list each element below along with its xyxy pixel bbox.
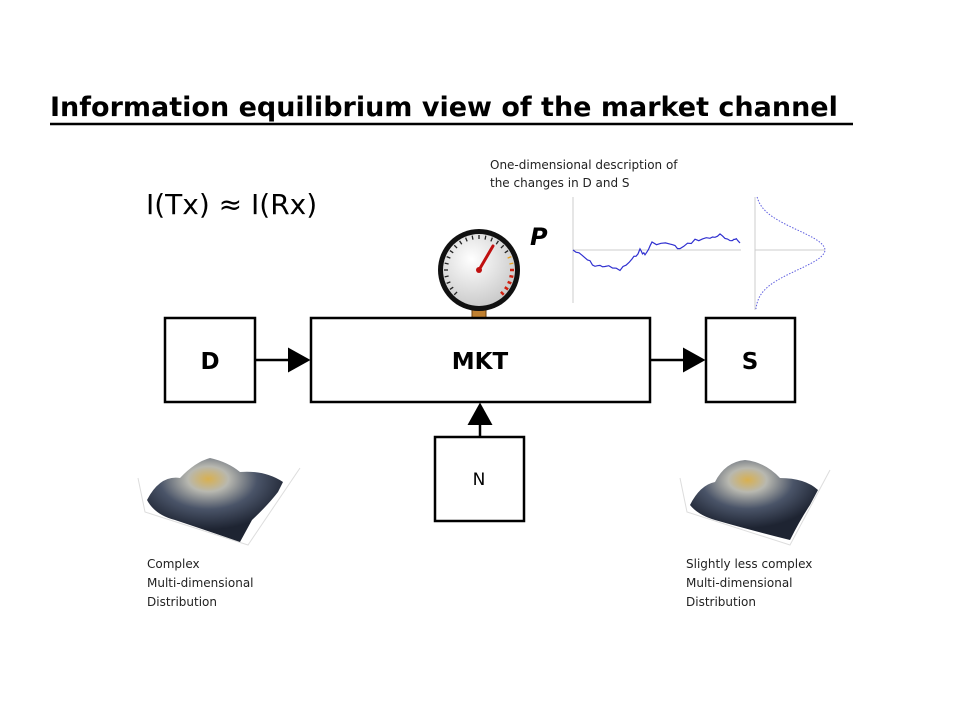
- gauge-tick: [509, 262, 514, 265]
- gauge-tick: [449, 286, 454, 290]
- price-series-line: [572, 233, 741, 272]
- one-dim-caption-line1: One-dimensional description of: [490, 158, 678, 172]
- price-distribution-plot: [754, 196, 826, 310]
- gauge-tick: [490, 237, 493, 242]
- gauge-tick: [446, 281, 451, 284]
- price-series-plot: [572, 197, 741, 303]
- gauge-tick: [495, 240, 499, 245]
- gauge-tick: [509, 274, 514, 279]
- slide-title: Information equilibrium view of the mark…: [50, 92, 838, 123]
- gauge-tick: [500, 244, 505, 249]
- demand-box: D: [163, 316, 257, 404]
- noise-label: N: [473, 470, 486, 490]
- pressure-gauge-icon: [438, 229, 520, 320]
- gauge-tick: [471, 235, 474, 240]
- equation: I(Tx) ≈ I(Rx): [146, 188, 317, 221]
- gauge-tick: [504, 250, 509, 254]
- gauge-tick: [444, 262, 449, 265]
- gauge-tick: [453, 291, 458, 296]
- gauge-tick: [459, 240, 463, 245]
- gauge-tick: [465, 237, 468, 242]
- gauge-tick: [453, 244, 458, 249]
- gauge-tick: [507, 256, 512, 259]
- left-caption-line2: Multi-dimensional: [147, 576, 254, 590]
- left-caption-line1: Complex: [147, 557, 200, 571]
- right-caption-line1: Slightly less complex: [686, 557, 812, 571]
- market-label: MKT: [452, 349, 509, 375]
- distribution-curve: [755, 196, 826, 310]
- complex-surface-image: [137, 458, 301, 546]
- less-complex-surface-image: [679, 460, 831, 546]
- right-caption-line3: Distribution: [686, 595, 756, 609]
- gauge-tick: [449, 250, 454, 254]
- supply-box: S: [704, 316, 797, 404]
- gauge-tick: [444, 275, 449, 278]
- gauge-tick: [446, 256, 451, 259]
- left-caption-line3: Distribution: [147, 595, 217, 609]
- one-dim-caption-line2: the changes in D and S: [490, 176, 630, 190]
- right-caption-line2: Multi-dimensional: [686, 576, 793, 590]
- gauge-tick: [507, 280, 512, 285]
- supply-label: S: [742, 349, 759, 375]
- price-label: P: [530, 223, 548, 251]
- gauge-tick: [500, 291, 505, 296]
- gauge-tick: [484, 235, 487, 240]
- gauge-tick: [504, 286, 509, 291]
- noise-box: N: [433, 435, 526, 523]
- demand-label: D: [200, 349, 219, 375]
- market-box: MKT: [309, 316, 652, 404]
